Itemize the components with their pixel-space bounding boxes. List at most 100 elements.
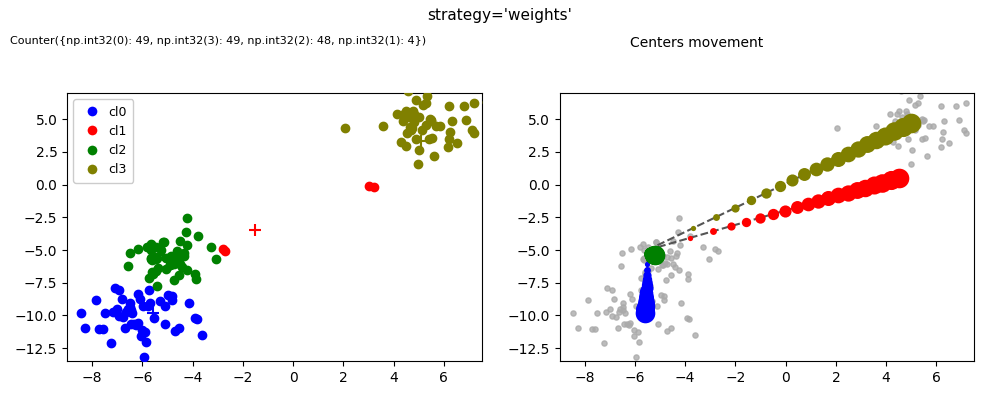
Point — [406, 111, 422, 118]
Point — [456, 103, 472, 110]
Point — [157, 321, 173, 327]
Point — [596, 340, 612, 346]
Point — [656, 293, 672, 300]
Point — [933, 103, 949, 110]
Point — [190, 233, 206, 240]
Point — [868, 122, 884, 129]
Point — [640, 247, 656, 253]
Point — [655, 262, 671, 268]
Point — [626, 327, 642, 334]
Point — [903, 160, 919, 167]
Point — [900, 136, 916, 142]
Point — [179, 267, 195, 274]
Point — [203, 244, 219, 251]
Point — [672, 241, 688, 248]
Point — [640, 256, 656, 262]
Point — [858, 183, 874, 190]
Point — [626, 332, 642, 339]
Point — [117, 324, 133, 331]
Point — [146, 314, 162, 321]
Point — [604, 287, 620, 293]
Point — [933, 144, 949, 150]
Point — [840, 150, 856, 157]
Point — [611, 309, 627, 315]
Point — [639, 272, 655, 278]
Point — [914, 116, 930, 122]
Point — [635, 256, 651, 262]
Point — [189, 316, 205, 322]
Point — [122, 300, 138, 306]
Point — [777, 207, 793, 214]
Point — [772, 183, 788, 190]
Point — [658, 277, 674, 283]
Point — [912, 93, 928, 100]
Point — [866, 182, 882, 188]
Point — [187, 315, 203, 322]
Point — [951, 116, 967, 123]
Point — [914, 136, 930, 142]
Point — [114, 296, 130, 302]
Point — [615, 304, 631, 310]
Point — [971, 99, 987, 106]
Point — [361, 183, 377, 189]
Point — [910, 100, 926, 106]
Point — [139, 244, 155, 250]
Point — [405, 108, 421, 115]
Point — [130, 246, 146, 253]
Point — [853, 183, 869, 189]
Point — [891, 130, 907, 136]
Point — [680, 276, 696, 282]
Point — [133, 332, 149, 339]
Point — [167, 328, 183, 334]
Point — [419, 93, 435, 100]
Point — [796, 171, 812, 178]
Point — [148, 253, 164, 260]
Point — [752, 214, 768, 221]
Point — [95, 326, 111, 333]
Point — [398, 143, 414, 150]
Point — [616, 320, 632, 327]
Point — [670, 228, 686, 235]
Point — [466, 130, 482, 136]
Point — [639, 279, 655, 286]
Point — [163, 252, 179, 259]
Point — [169, 248, 185, 254]
Point — [466, 99, 482, 106]
Point — [137, 328, 153, 335]
Point — [641, 255, 657, 262]
Point — [155, 239, 171, 246]
Point — [215, 246, 231, 252]
Point — [458, 116, 474, 123]
Point — [167, 254, 183, 260]
Point — [621, 322, 637, 328]
Point — [162, 262, 178, 268]
Point — [488, 138, 504, 145]
Point — [644, 298, 660, 304]
Point — [895, 125, 911, 132]
Point — [422, 116, 438, 122]
Point — [639, 285, 655, 291]
Point — [633, 275, 649, 281]
Point — [432, 123, 448, 129]
Point — [411, 147, 427, 153]
Point — [637, 271, 653, 278]
Point — [639, 261, 655, 268]
Point — [656, 297, 672, 304]
Point — [921, 122, 937, 129]
Point — [637, 269, 653, 275]
Point — [894, 124, 910, 130]
Point — [639, 276, 655, 282]
Point — [160, 292, 176, 299]
Point — [663, 325, 679, 332]
Point — [633, 302, 649, 309]
Point — [936, 118, 952, 124]
Point — [635, 241, 651, 247]
Point — [916, 117, 932, 124]
Text: Counter({np.int32(0): 49, np.int32(3): 49, np.int32(2): 48, np.int32(1): 4}): Counter({np.int32(0): 49, np.int32(3): 4… — [10, 36, 426, 46]
Point — [958, 130, 974, 136]
Point — [820, 195, 836, 201]
Point — [901, 97, 917, 103]
Point — [657, 260, 673, 266]
Point — [640, 248, 656, 255]
Point — [646, 252, 662, 258]
